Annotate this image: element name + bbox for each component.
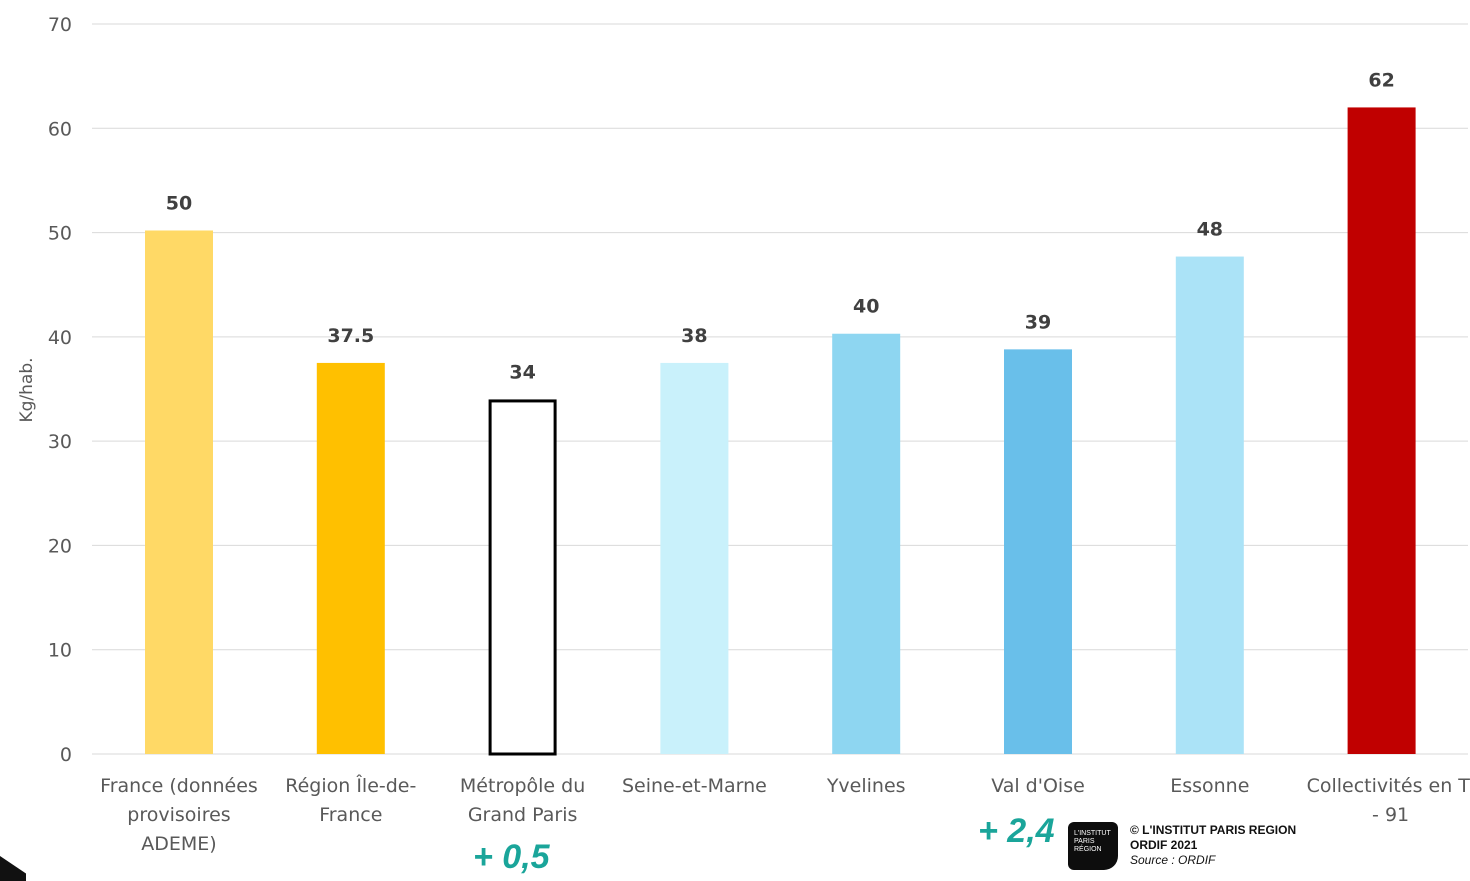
x-category-label: Région Île-de- [285,774,416,797]
bar [1347,107,1416,754]
x-category-label: Métropôle du [460,775,585,797]
annotation-metropole: + 0,5 [473,838,550,876]
data-labels: 50 37.5 34 38 40 39 48 62 [166,69,1395,383]
x-category-label: Essonne [1170,775,1249,797]
x-category-label: Yvelines [826,775,906,797]
y-tick-label: 40 [48,327,72,349]
x-category-label: provisoires [127,804,230,826]
x-category-label: Grand Paris [468,804,578,826]
bar [832,333,901,754]
y-tick-label: 50 [48,223,72,245]
bars [145,107,1416,756]
x-category-label: ADEME) [141,833,216,855]
x-category-label: - 91 [1372,804,1409,826]
y-tick-label: 30 [48,431,72,453]
x-category-label: France [319,804,382,826]
y-tick-label: 70 [48,14,72,36]
credit-block: © L'INSTITUT PARIS REGION ORDIF 2021 Sou… [1130,823,1296,868]
y-tick-label: 60 [48,118,72,140]
bar [145,230,213,754]
bar [1175,256,1244,754]
y-tick-label: 0 [60,744,72,766]
institut-logo: L'INSTITUT PARIS RÉGION [1068,822,1118,870]
y-axis-ticks: 0 10 20 30 40 50 60 70 [48,14,72,766]
gridlines [92,23,1468,755]
y-tick-label: 10 [48,640,72,662]
x-axis-categories: France (données provisoires ADEME) Région Î… [100,774,1470,855]
x-category-label: Val d'Oise [991,775,1085,797]
data-label: 34 [509,361,535,383]
data-label: 38 [681,325,707,347]
x-category-label: Collectivités en Ti [1307,775,1470,797]
annotation-val-d-oise: + 2,4 [978,812,1055,850]
bar [660,362,729,754]
data-label: 62 [1368,69,1394,91]
data-label: 50 [166,192,192,214]
bar [1004,349,1072,754]
x-category-label: Seine-et-Marne [622,775,767,797]
logo-text-line: L'INSTITUT [1074,830,1111,837]
data-label: 37.5 [327,325,374,347]
logo-text-line: PARIS [1074,838,1095,845]
logo-text-line: RÉGION [1074,846,1102,853]
bar [488,399,557,756]
y-tick-label: 20 [48,535,72,557]
data-label: 48 [1197,219,1223,241]
data-label: 40 [853,296,879,318]
data-label: 39 [1025,311,1051,333]
x-category-label: France (données [100,775,258,797]
bar [316,362,385,754]
credit-ordif: ORDIF 2021 [1130,838,1198,852]
credit-copyright: © L'INSTITUT PARIS REGION [1130,823,1297,837]
credit-source: Source : ORDIF [1130,853,1216,867]
y-axis-label: Kg/hab. [17,357,37,422]
